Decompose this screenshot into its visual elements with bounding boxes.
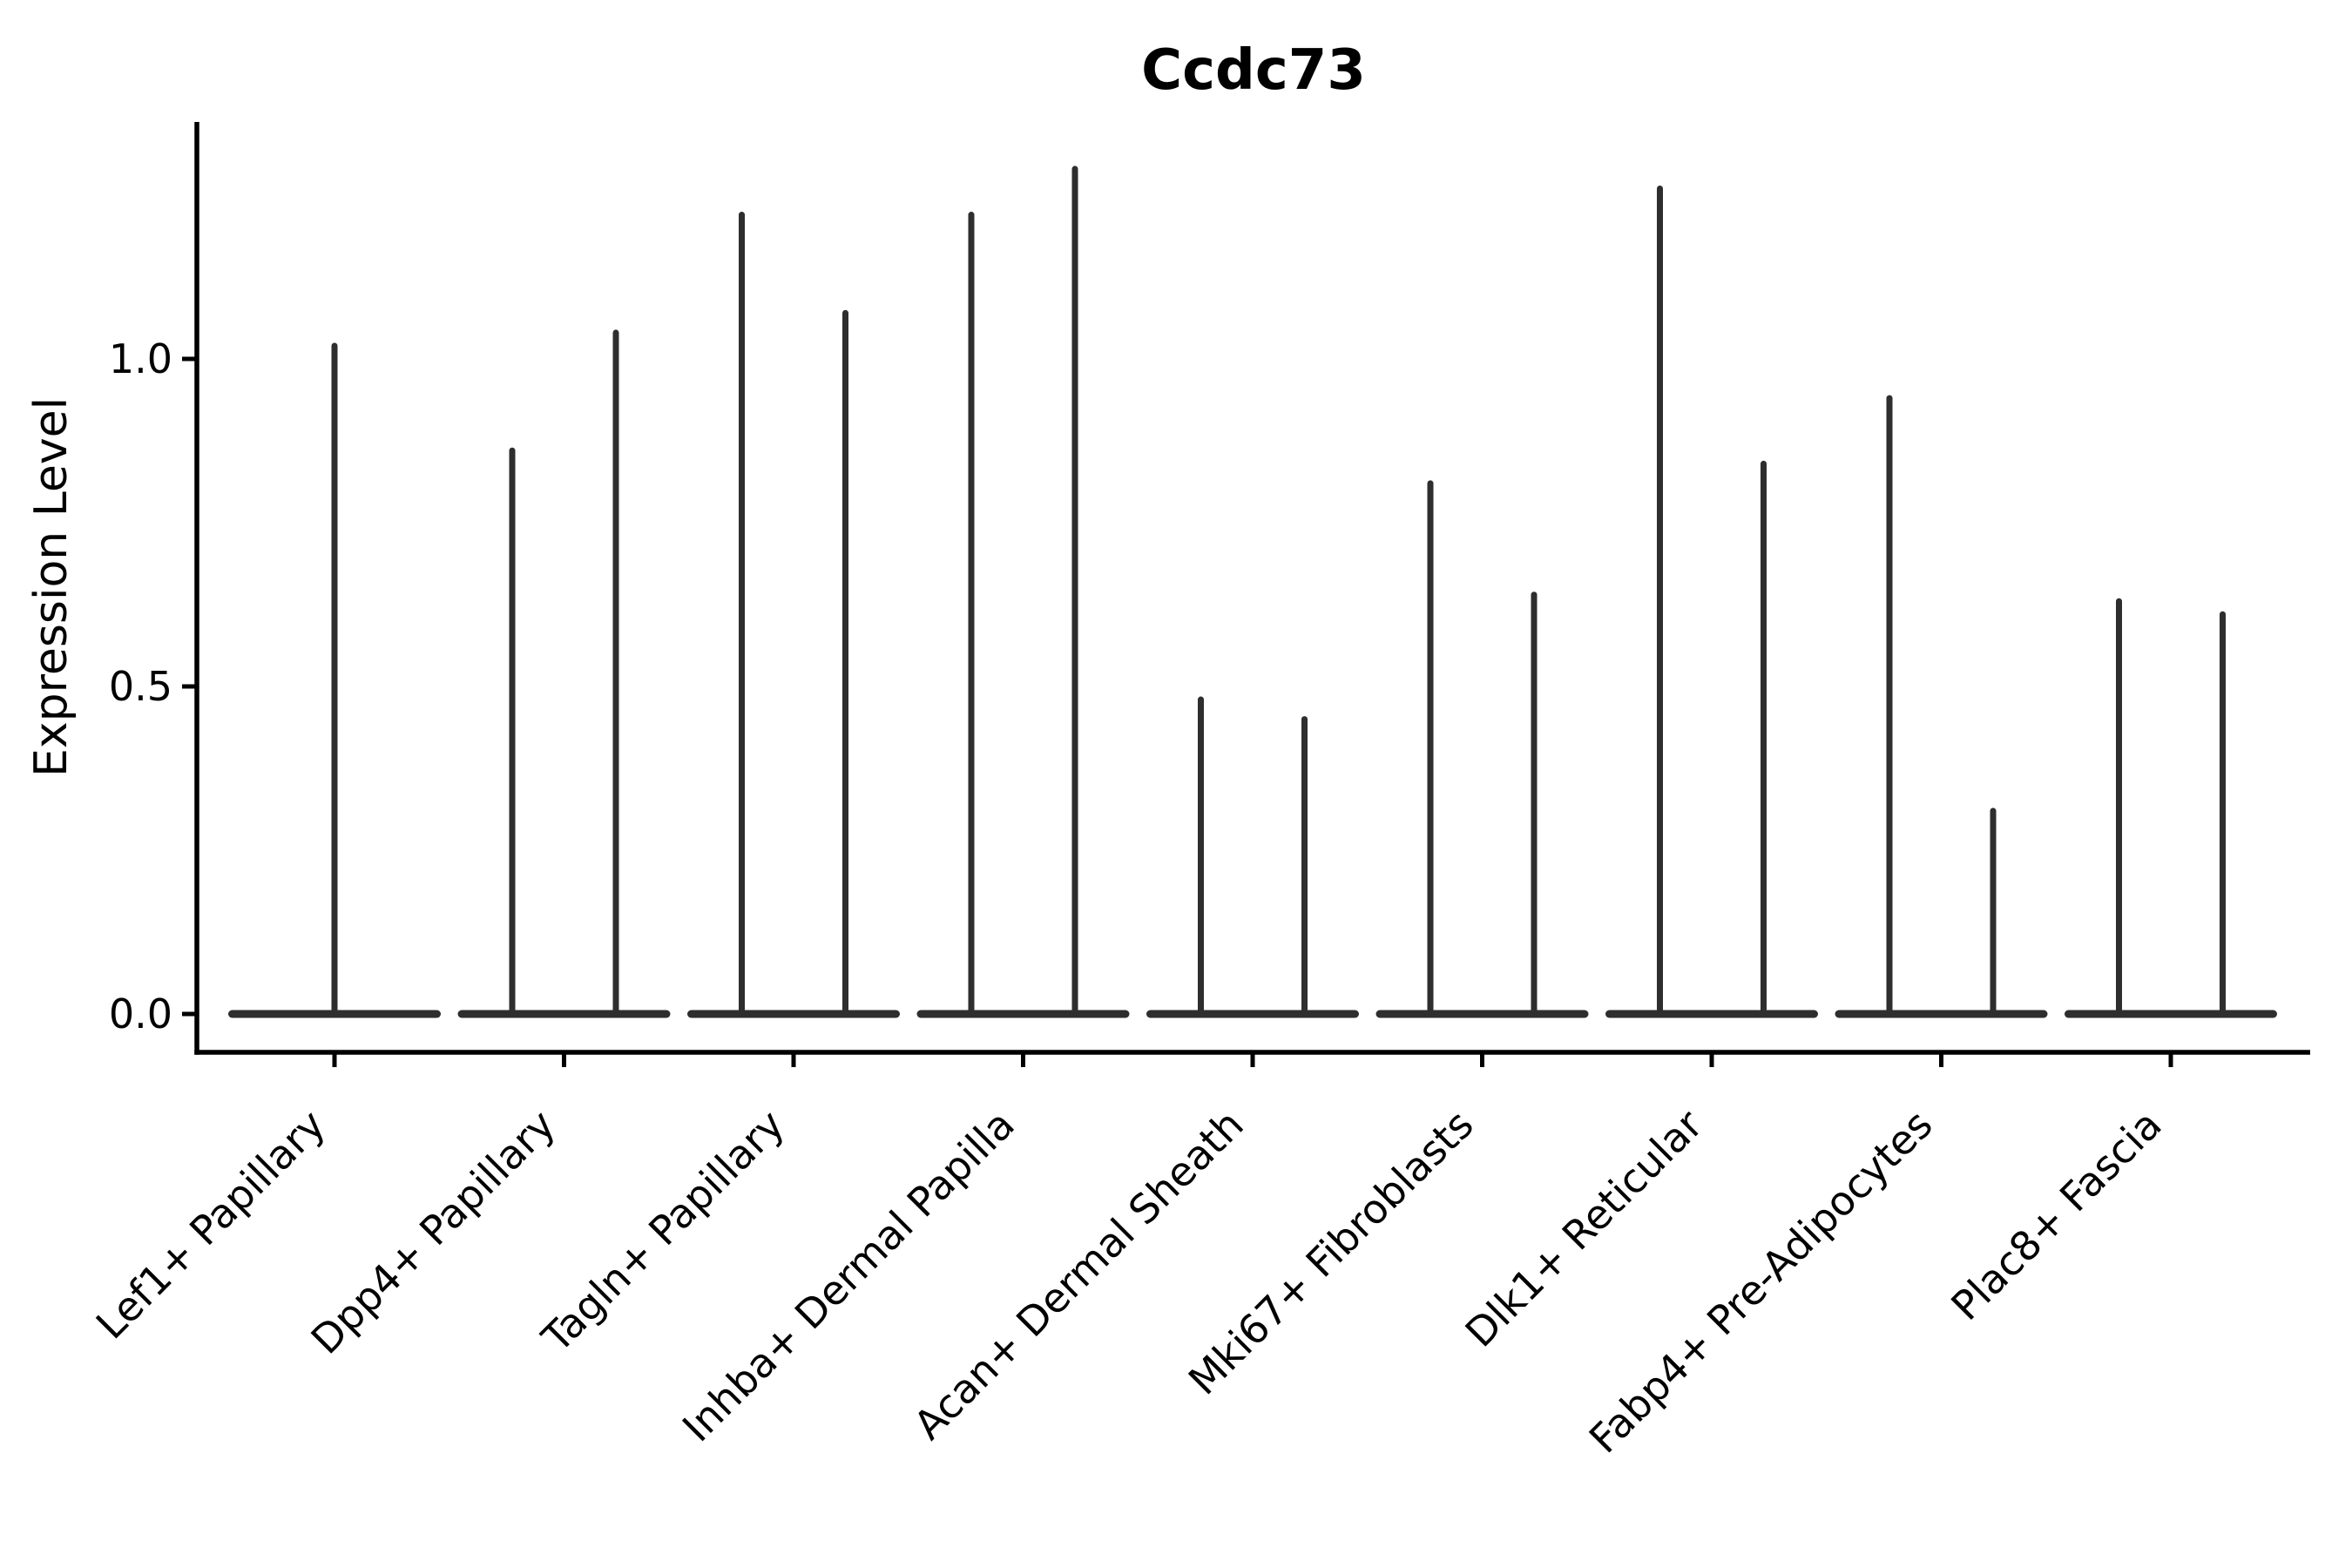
violin-baseline xyxy=(457,1010,671,1018)
x-tick-label-lef1: Lef1+ Papillary xyxy=(87,1101,335,1348)
chart-title: Ccdc73 xyxy=(1141,38,1366,103)
y-tick-label-0.0: 0.0 xyxy=(109,990,172,1037)
y-tick-label-1.0: 1.0 xyxy=(109,335,172,382)
violin-group xyxy=(1146,696,1359,1018)
violin-baseline xyxy=(2065,1010,2277,1018)
violin-baseline xyxy=(1146,1010,1359,1018)
violin-group xyxy=(687,212,900,1018)
x-tick-label-plac8: Plac8+ Fascia xyxy=(1942,1101,2170,1329)
violin-baseline xyxy=(1605,1010,1818,1018)
violin-layer xyxy=(228,166,2277,1018)
x-tick-label-dpp4: Dpp4+ Papillary xyxy=(302,1101,564,1363)
violin-group xyxy=(2065,598,2277,1018)
x-tick-labels: Lef1+ Papillary Dpp4+ Papillary Tagln+ P… xyxy=(87,1101,2171,1463)
violin-baseline xyxy=(916,1010,1130,1018)
violin-group xyxy=(228,342,441,1018)
violin-group xyxy=(916,166,1130,1018)
violin-baseline xyxy=(1375,1010,1589,1018)
violin-group xyxy=(1375,480,1589,1018)
axis-layer xyxy=(182,122,2310,1067)
violin-group xyxy=(457,329,671,1018)
violin-baseline xyxy=(1835,1010,2048,1018)
y-tick-labels: 0.0 0.5 1.0 xyxy=(109,335,172,1037)
x-tick-label-tagln: Tagln+ Papillary xyxy=(532,1101,794,1362)
y-axis-label: Expression Level xyxy=(25,397,78,777)
y-tick-label-0.5: 0.5 xyxy=(109,663,172,710)
violin-group xyxy=(1605,185,1818,1018)
violin-group xyxy=(1835,395,2048,1018)
x-tick-label-dlk1: Dlk1+ Reticular xyxy=(1456,1101,1712,1356)
violin-baseline xyxy=(687,1010,900,1018)
